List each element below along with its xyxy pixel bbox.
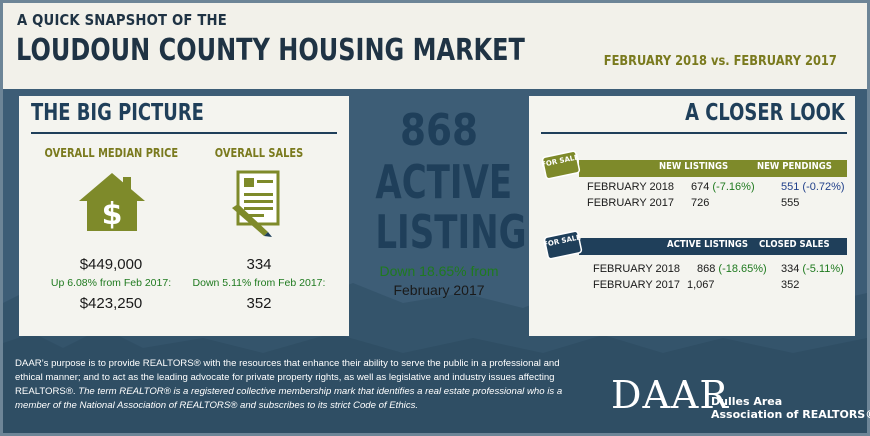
for-sale-sign-icon: FOR SALE [543,230,583,260]
contract-pen-icon [232,170,280,237]
logo-org-name: Dulles Area Association of REALTORS® [711,395,870,421]
t2-row2-label: FEBRUARY 2017 [593,279,681,291]
sales-current: 334 [246,256,272,273]
percent-change: (-5.11%) [802,263,844,275]
footer-purpose: DAAR’s purpose is to provide REALTORS® w… [15,358,560,397]
median-price-change: Up 6.08% from Feb 2017: [50,277,172,289]
t1-row2-label: FEBRUARY 2017 [587,197,675,209]
period-label: FEBRUARY 2018 vs. FEBRUARY 2017 [603,54,837,69]
section-divider [31,132,337,134]
for-sale-sign-icon: FOR SALE [541,150,581,180]
daar-logo: DAAR Dulles Area Association of REALTORS… [611,371,870,425]
percent-change: (-7.16%) [712,181,755,193]
header: A QUICK SNAPSHOT OF THE LOUDOUN COUNTY H… [3,3,867,89]
t1-row1-new-listings: 674 (-7.16%) [691,181,755,193]
active-listings-col-header: ACTIVE LISTINGS [667,239,749,250]
t2-row1-label: FEBRUARY 2018 [593,263,681,275]
page-title: LOUDOUN COUNTY HOUSING MARKET [16,33,525,68]
t1-row2-new-pendings: 555 [781,197,800,209]
active-listings-header-band: ACTIVE LISTINGS CLOSED SALES [579,238,847,255]
footer-realtor-mark: The term REALTOR® is a registered collec… [15,386,563,411]
median-price-label: OVERALL MEDIAN PRICE [44,146,179,160]
sales-label: OVERALL SALES [214,146,304,160]
logo-wordmark: DAAR [611,373,729,417]
t1-row1-new-pendings: 551 (-0.72%) [781,181,845,193]
t1-row2-new-listings: 726 [691,197,710,209]
house-dollar-icon: $ [79,173,145,232]
svg-text:$: $ [102,197,123,232]
sales-previous: 352 [246,295,272,312]
closer-look-panel: A CLOSER LOOK NEW LISTINGS NEW PENDINGS … [529,96,855,336]
median-price-previous: $423,250 [79,295,143,312]
footer-disclaimer: DAAR’s purpose is to provide REALTORS® w… [15,357,575,413]
new-listings-header-band: NEW LISTINGS NEW PENDINGS [579,160,847,177]
t2-row2-closed-sales: 352 [781,279,800,291]
logo-name-line1: Dulles Area [711,395,783,408]
new-listings-col-header: NEW LISTINGS [659,161,729,172]
closed-sales-col-header: CLOSED SALES [759,239,830,250]
big-picture-title: THE BIG PICTURE [31,100,204,126]
logo-name-line2: Association of REALTORS® [711,408,870,421]
active-listings-change: Down 18.65% from [379,263,499,279]
median-price-current: $449,000 [79,256,143,273]
active-listings-compare: February 2017 [393,282,485,298]
t2-row2-active-listings: 1,067 [687,279,715,291]
t2-row1-closed-sales: 334 (-5.11%) [781,263,844,275]
new-pendings-col-header: NEW PENDINGS [757,161,832,172]
t2-row1-active-listings: 868 (-18.65%) [697,263,767,275]
big-picture-panel: THE BIG PICTURE OVERALL MEDIAN PRICE OVE… [19,96,349,336]
active-listings-count: 868 [399,105,479,156]
percent-change: (-18.65%) [718,263,767,275]
sales-change: Down 5.11% from Feb 2017: [192,277,326,289]
active-word: ACTIVE [375,155,513,209]
section-divider [541,132,847,134]
t1-row1-label: FEBRUARY 2018 [587,181,675,193]
t1-row1-v1: 674 (-7.16%) [691,181,755,193]
header-kicker: A QUICK SNAPSHOT OF THE [17,11,227,29]
listings-word: LISTINGS [375,205,552,259]
closer-look-title: A CLOSER LOOK [685,100,845,126]
